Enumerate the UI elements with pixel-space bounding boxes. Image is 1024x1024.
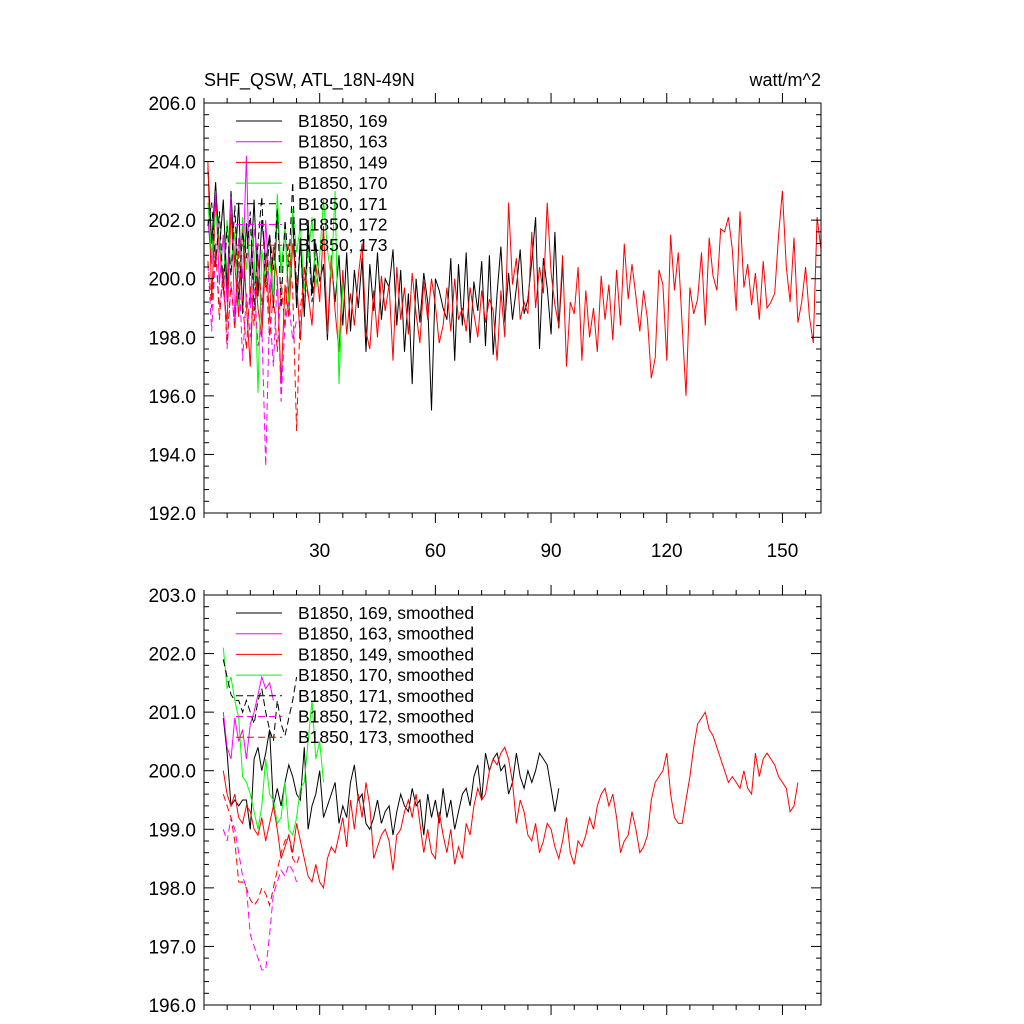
y-tick-label: 192.0 (148, 504, 196, 525)
axes-layer: 192.0 194.0 196.0 198.0 200.0 202.0 204.0 206.0… (148, 93, 821, 562)
legend-label: B1850, 171, smoothed (298, 686, 474, 706)
legend-label: B1850, 173 (298, 235, 388, 255)
legend-label: B1850, 163, smoothed (298, 624, 474, 644)
series-line (207, 182, 317, 314)
y-tick-label: 194.0 (148, 445, 196, 466)
series-line (222, 793, 301, 908)
series-line (207, 249, 298, 467)
series-layer (207, 155, 822, 467)
y-tick-label: 197.0 (148, 937, 196, 958)
y-tick-label: 199.0 (148, 820, 196, 841)
x-tick-label: 30 (309, 541, 330, 562)
y-tick-label: 201.0 (148, 703, 196, 724)
y-tick-label: 200.0 (148, 762, 196, 783)
bottom-panel: 196.0 197.0 198.0 199.0 200.0 201.0 202.0 203.0… (148, 585, 822, 1017)
y-tick-label: 203.0 (148, 586, 196, 607)
y-tick-label: 204.0 (148, 153, 196, 174)
axes-layer: 196.0 197.0 198.0 199.0 200.0 201.0 202.0 203.0 (148, 585, 821, 1017)
y-tick-label: 202.0 (148, 645, 196, 666)
y-tick-label: 200.0 (148, 270, 196, 291)
series-line (222, 717, 560, 836)
legend-label: B1850, 170, smoothed (298, 665, 474, 685)
legend-label: B1850, 149 (298, 152, 388, 172)
y-tick-label: 196.0 (148, 996, 196, 1017)
legend-label: B1850, 169, smoothed (298, 603, 474, 623)
legend-label: B1850, 173, smoothed (298, 727, 474, 747)
legend-label: B1850, 171 (298, 194, 388, 214)
top-panel: SHF_QSW, ATL_18N-49N watt/m^2 192.0 194.0… (148, 70, 822, 562)
legend-label: B1850, 172, smoothed (298, 707, 474, 727)
legend-label: B1850, 172 (298, 215, 388, 235)
series-line (222, 659, 298, 742)
series-line (222, 817, 298, 971)
plot-frame (203, 594, 822, 1006)
x-tick-label: 120 (651, 541, 683, 562)
legend-label: B1850, 163 (298, 132, 388, 152)
x-tick-label: 150 (767, 541, 799, 562)
units-label: watt/m^2 (749, 70, 821, 90)
legend-label: B1850, 149, smoothed (298, 644, 474, 664)
series-line (222, 675, 274, 760)
plot-frame (203, 102, 822, 514)
y-tick-label: 198.0 (148, 328, 196, 349)
y-tick-label: 206.0 (148, 94, 196, 115)
series-line (207, 243, 309, 432)
panel-title: SHF_QSW, ATL_18N-49N (204, 70, 415, 91)
y-tick-label: 198.0 (148, 879, 196, 900)
series-line (207, 161, 822, 396)
y-tick-label: 202.0 (148, 211, 196, 232)
series-layer (222, 647, 799, 971)
legend-label: B1850, 170 (298, 173, 388, 193)
x-tick-label: 90 (540, 541, 561, 562)
series-line (222, 710, 799, 890)
legend-label: B1850, 169 (298, 111, 388, 131)
y-tick-label: 196.0 (148, 387, 196, 408)
x-tick-label: 60 (425, 541, 446, 562)
